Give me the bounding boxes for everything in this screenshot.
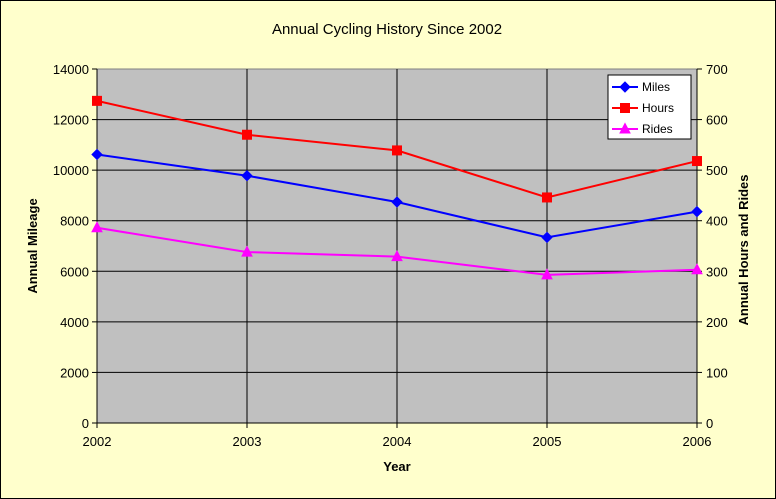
data-point-miles xyxy=(391,196,403,208)
data-point-miles xyxy=(91,148,103,161)
data-point-rides xyxy=(91,221,103,233)
x-tick-label: 2002 xyxy=(83,434,112,449)
x-axis-ticks: 2002 2003 2004 2005 2006 xyxy=(83,423,712,449)
legend-marker-miles xyxy=(619,81,631,93)
legend-item-rides: Rides xyxy=(612,122,673,136)
legend-item-hours: Hours xyxy=(612,101,674,115)
left-tick-label: 12000 xyxy=(53,113,89,128)
left-tick-label: 6000 xyxy=(60,264,89,279)
legend: Miles Hours Rides xyxy=(607,74,692,140)
x-tick-label: 2003 xyxy=(233,434,262,449)
data-point-rides xyxy=(691,263,703,275)
data-point-hours xyxy=(242,129,252,140)
data-point-hours xyxy=(692,156,702,167)
series-layer xyxy=(91,95,703,280)
right-axis-title: Annual Hours and Rides xyxy=(736,175,751,326)
right-tick-label: 600 xyxy=(706,113,728,128)
left-tick-label: 2000 xyxy=(60,365,89,380)
series-rides xyxy=(91,221,703,280)
right-tick-label: 200 xyxy=(706,315,728,330)
legend-marker-rides xyxy=(619,122,631,134)
left-axis-title: Annual Mileage xyxy=(25,198,40,293)
legend-label: Hours xyxy=(642,101,674,115)
x-axis-title: Year xyxy=(383,459,410,474)
left-tick-label: 10000 xyxy=(53,163,89,178)
left-tick-label: 14000 xyxy=(53,62,89,77)
data-point-miles xyxy=(691,205,703,218)
legend-marker-hours xyxy=(620,103,630,113)
legend-item-miles: Miles xyxy=(612,80,670,94)
legend-label: Miles xyxy=(642,80,670,94)
x-tick-label: 2004 xyxy=(383,434,412,449)
data-point-hours xyxy=(542,192,552,203)
right-tick-label: 100 xyxy=(706,365,728,380)
right-tick-label: 0 xyxy=(706,416,713,431)
chart-title: Annual Cycling History Since 2002 xyxy=(272,21,502,38)
right-tick-label: 500 xyxy=(706,163,728,178)
right-tick-label: 700 xyxy=(706,62,728,77)
data-point-miles xyxy=(241,169,253,182)
data-point-rides xyxy=(391,250,403,262)
left-tick-label: 8000 xyxy=(60,214,89,229)
x-tick-label: 2006 xyxy=(683,434,712,449)
data-point-hours xyxy=(392,145,402,156)
left-tick-label: 4000 xyxy=(60,315,89,330)
x-tick-label: 2005 xyxy=(533,434,562,449)
left-tick-label: 0 xyxy=(82,416,89,431)
series-hours xyxy=(92,95,702,203)
right-axis-ticks: 0 100 200 300 400 500 600 700 xyxy=(697,62,728,431)
right-tick-label: 300 xyxy=(706,264,728,279)
data-point-hours xyxy=(92,95,102,106)
legend-label: Rides xyxy=(642,122,673,136)
left-axis-ticks: 0 2000 4000 6000 8000 10000 12000 14000 xyxy=(53,62,97,431)
right-tick-label: 400 xyxy=(706,214,728,229)
data-point-rides xyxy=(241,245,253,257)
series-miles xyxy=(91,148,703,244)
data-point-miles xyxy=(541,231,553,244)
data-point-rides xyxy=(541,268,553,280)
